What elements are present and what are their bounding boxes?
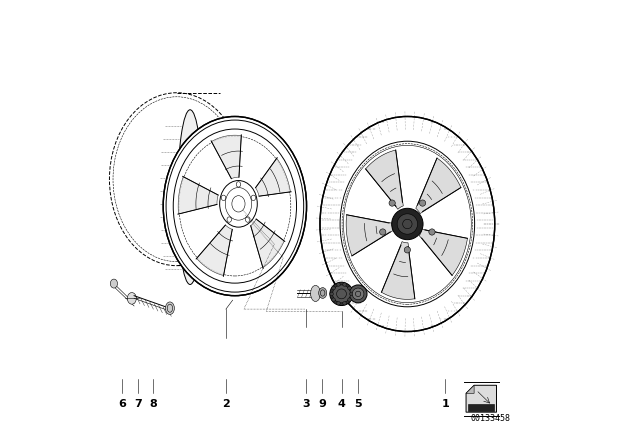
Polygon shape bbox=[346, 215, 393, 256]
Ellipse shape bbox=[166, 302, 174, 314]
Ellipse shape bbox=[397, 214, 417, 234]
Text: 3: 3 bbox=[302, 399, 310, 409]
Ellipse shape bbox=[177, 110, 203, 284]
Text: 00133458: 00133458 bbox=[470, 414, 510, 423]
Ellipse shape bbox=[332, 286, 335, 290]
Text: 7: 7 bbox=[134, 399, 141, 409]
Polygon shape bbox=[211, 135, 241, 179]
Polygon shape bbox=[365, 150, 403, 209]
Ellipse shape bbox=[163, 116, 307, 296]
Ellipse shape bbox=[333, 285, 351, 303]
Polygon shape bbox=[381, 241, 415, 299]
Text: 4: 4 bbox=[337, 399, 346, 409]
Polygon shape bbox=[178, 177, 218, 214]
Polygon shape bbox=[251, 219, 284, 268]
Ellipse shape bbox=[332, 298, 335, 302]
Text: 1: 1 bbox=[442, 399, 449, 409]
Polygon shape bbox=[466, 385, 474, 393]
Ellipse shape bbox=[349, 292, 353, 296]
Polygon shape bbox=[196, 225, 232, 276]
Ellipse shape bbox=[320, 116, 495, 332]
Text: 8: 8 bbox=[150, 399, 157, 409]
Ellipse shape bbox=[392, 208, 423, 240]
Text: 2: 2 bbox=[222, 399, 230, 409]
Ellipse shape bbox=[343, 283, 346, 286]
Text: 6: 6 bbox=[118, 399, 126, 409]
Ellipse shape bbox=[349, 285, 367, 303]
Ellipse shape bbox=[310, 285, 321, 302]
Polygon shape bbox=[255, 158, 291, 196]
Ellipse shape bbox=[330, 282, 353, 306]
Polygon shape bbox=[416, 158, 461, 214]
Ellipse shape bbox=[344, 145, 471, 303]
Ellipse shape bbox=[348, 298, 351, 302]
Bar bbox=[468, 404, 494, 411]
Ellipse shape bbox=[330, 292, 333, 296]
Ellipse shape bbox=[337, 283, 340, 286]
Ellipse shape bbox=[110, 279, 118, 288]
Ellipse shape bbox=[429, 229, 435, 235]
Ellipse shape bbox=[127, 293, 136, 304]
Ellipse shape bbox=[319, 288, 326, 298]
Ellipse shape bbox=[337, 302, 340, 305]
Ellipse shape bbox=[404, 247, 410, 253]
Ellipse shape bbox=[352, 288, 364, 300]
Polygon shape bbox=[419, 229, 467, 276]
Ellipse shape bbox=[348, 286, 351, 290]
Ellipse shape bbox=[380, 229, 386, 235]
Ellipse shape bbox=[419, 200, 426, 206]
Ellipse shape bbox=[389, 200, 396, 206]
Polygon shape bbox=[466, 385, 497, 412]
Text: 5: 5 bbox=[355, 399, 362, 409]
Bar bbox=[466, 385, 497, 412]
Text: 9: 9 bbox=[318, 399, 326, 409]
Ellipse shape bbox=[343, 302, 346, 305]
